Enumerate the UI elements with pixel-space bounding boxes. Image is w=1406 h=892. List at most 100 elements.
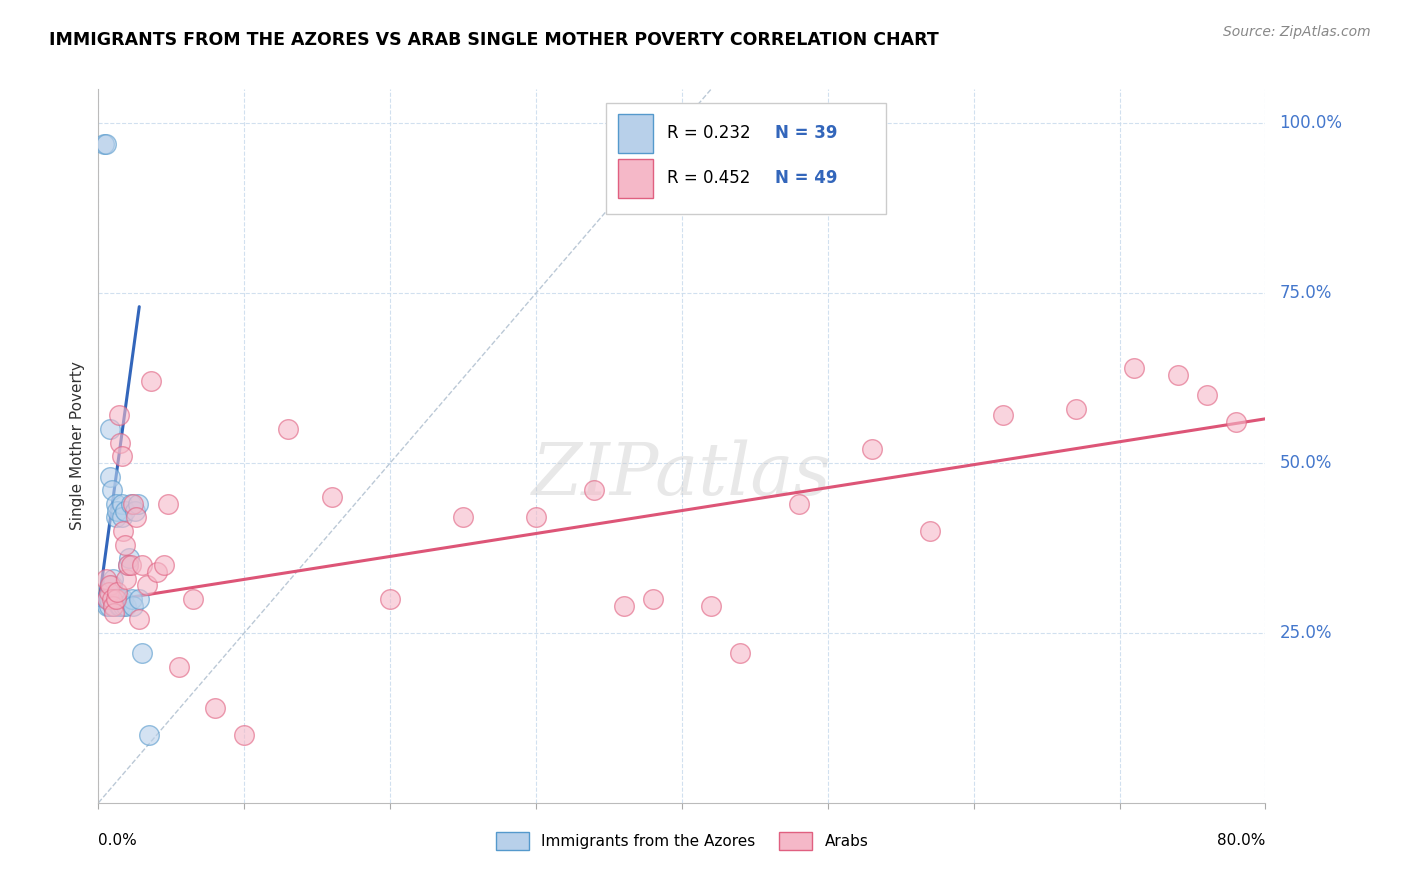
Point xyxy=(103,606,125,620)
Point xyxy=(787,497,810,511)
Point xyxy=(111,497,134,511)
Point xyxy=(98,578,121,592)
Text: Source: ZipAtlas.com: Source: ZipAtlas.com xyxy=(1223,25,1371,39)
Point xyxy=(98,469,121,483)
Point xyxy=(98,422,121,436)
Point xyxy=(110,591,132,606)
Text: 0.0%: 0.0% xyxy=(98,833,138,848)
Legend: Immigrants from the Azores, Arabs: Immigrants from the Azores, Arabs xyxy=(489,826,875,855)
FancyBboxPatch shape xyxy=(617,114,652,153)
Point xyxy=(1167,368,1189,382)
Point xyxy=(111,449,134,463)
Point xyxy=(110,599,132,613)
Text: 75.0%: 75.0% xyxy=(1279,284,1331,302)
Point xyxy=(94,572,117,586)
Point xyxy=(233,728,256,742)
Point xyxy=(97,599,120,613)
Point xyxy=(277,422,299,436)
Point xyxy=(97,591,120,606)
Text: N = 39: N = 39 xyxy=(775,125,838,143)
Point xyxy=(104,510,127,524)
Point xyxy=(111,510,134,524)
Point xyxy=(321,490,343,504)
Text: IMMIGRANTS FROM THE AZORES VS ARAB SINGLE MOTHER POVERTY CORRELATION CHART: IMMIGRANTS FROM THE AZORES VS ARAB SINGL… xyxy=(49,31,939,49)
Point xyxy=(167,660,190,674)
Point xyxy=(700,599,723,613)
Point xyxy=(114,503,136,517)
Point xyxy=(135,578,157,592)
Text: ZIPatlas: ZIPatlas xyxy=(531,439,832,510)
Point xyxy=(128,612,150,626)
Point xyxy=(105,591,128,606)
Point xyxy=(100,483,122,498)
Point xyxy=(138,728,160,742)
Point xyxy=(131,646,153,660)
Point xyxy=(991,409,1014,423)
Point xyxy=(97,585,120,599)
Text: R = 0.232: R = 0.232 xyxy=(666,125,751,143)
Y-axis label: Single Mother Poverty: Single Mother Poverty xyxy=(70,361,86,531)
Point xyxy=(1195,388,1218,402)
Point xyxy=(100,591,122,606)
Point xyxy=(125,510,148,524)
Point xyxy=(108,591,131,606)
Point xyxy=(1225,415,1247,429)
Point xyxy=(128,591,150,606)
Text: 80.0%: 80.0% xyxy=(1218,833,1265,848)
Point xyxy=(181,591,204,606)
Point xyxy=(120,497,142,511)
Point xyxy=(122,599,145,613)
Point xyxy=(118,551,141,566)
Point xyxy=(105,503,128,517)
Point xyxy=(124,503,146,517)
Point xyxy=(115,572,138,586)
Point xyxy=(1064,401,1087,416)
Point xyxy=(103,591,125,606)
Point xyxy=(112,524,135,538)
Point xyxy=(112,591,135,606)
Point xyxy=(146,565,169,579)
Point xyxy=(108,599,131,613)
Point xyxy=(157,497,180,511)
Point xyxy=(1123,360,1146,375)
Point xyxy=(96,591,118,606)
Point xyxy=(612,599,634,613)
Point xyxy=(96,599,118,613)
Point xyxy=(103,599,125,613)
Point xyxy=(117,558,139,572)
Point xyxy=(120,558,142,572)
Point xyxy=(117,558,139,572)
Point xyxy=(380,591,402,606)
Point xyxy=(105,585,128,599)
Point xyxy=(93,136,115,151)
Point xyxy=(127,497,149,511)
Point xyxy=(918,524,941,538)
Text: 100.0%: 100.0% xyxy=(1279,114,1343,132)
Point xyxy=(121,591,143,606)
Point xyxy=(110,435,132,450)
Point xyxy=(112,599,135,613)
Point xyxy=(100,578,122,592)
Point xyxy=(108,409,131,423)
Point xyxy=(101,599,124,613)
Point xyxy=(730,646,752,660)
Point xyxy=(104,591,127,606)
Text: 50.0%: 50.0% xyxy=(1279,454,1331,472)
Point xyxy=(101,572,124,586)
Point xyxy=(524,510,547,524)
Text: 25.0%: 25.0% xyxy=(1279,624,1331,642)
FancyBboxPatch shape xyxy=(617,159,652,198)
Point xyxy=(114,537,136,551)
Point xyxy=(451,510,474,524)
Point xyxy=(115,599,138,613)
Point xyxy=(153,558,176,572)
Text: R = 0.452: R = 0.452 xyxy=(666,169,751,187)
Point xyxy=(104,497,127,511)
Point xyxy=(96,591,118,606)
Point xyxy=(101,599,124,613)
FancyBboxPatch shape xyxy=(606,103,886,214)
Point xyxy=(204,700,226,714)
Point xyxy=(583,483,606,498)
Point xyxy=(94,136,117,151)
Point xyxy=(139,375,162,389)
